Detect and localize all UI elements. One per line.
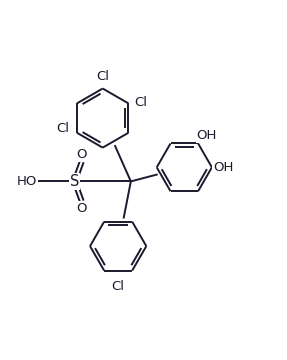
Text: OH: OH (214, 161, 234, 174)
Text: Cl: Cl (135, 96, 148, 109)
Text: Cl: Cl (56, 122, 69, 135)
Text: HO: HO (17, 175, 37, 188)
Text: Cl: Cl (112, 280, 125, 293)
Text: S: S (70, 174, 79, 189)
Text: OH: OH (197, 129, 217, 141)
Text: O: O (77, 148, 87, 161)
Text: Cl: Cl (96, 70, 109, 83)
Text: O: O (77, 202, 87, 215)
